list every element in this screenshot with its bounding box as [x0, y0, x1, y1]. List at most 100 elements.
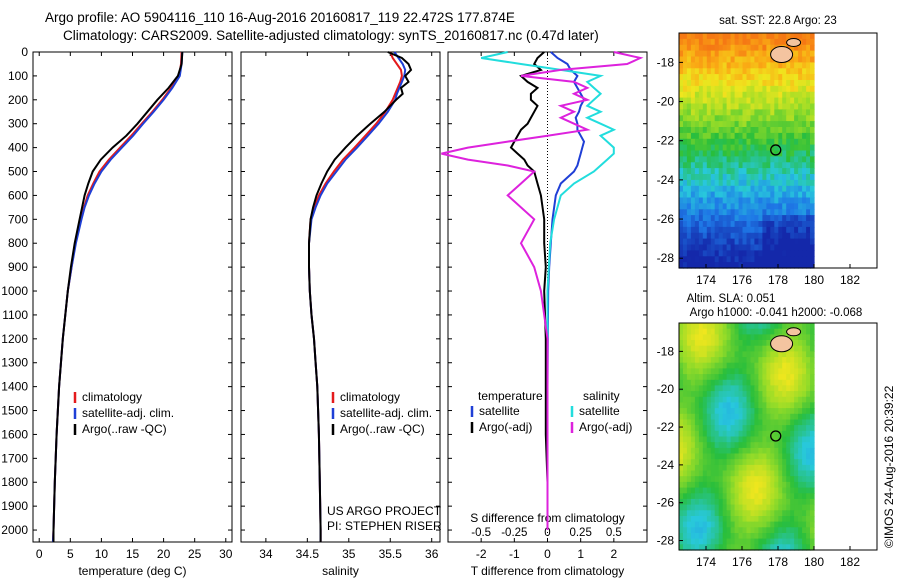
- map-cell: [766, 256, 771, 263]
- map-cell: [770, 459, 775, 466]
- map-cell: [679, 209, 684, 216]
- map-cell: [698, 538, 704, 545]
- map-cell: [762, 138, 767, 146]
- map-cell: [758, 256, 763, 263]
- map-cell: [758, 464, 763, 472]
- map-cell: [694, 368, 700, 375]
- map-cell: [802, 168, 807, 175]
- map-cell: [679, 185, 684, 193]
- map-cell: [730, 144, 736, 152]
- map-cell: [770, 109, 775, 116]
- map-cell: [770, 408, 775, 415]
- map-cell: [746, 504, 752, 511]
- map-cell: [754, 168, 759, 175]
- map-cell: [758, 544, 763, 551]
- map-cell: [742, 493, 748, 500]
- map-cell: [718, 221, 724, 228]
- map-cell: [810, 262, 815, 269]
- map-cell: [714, 38, 720, 46]
- map-cell: [683, 226, 688, 234]
- map-cell: [782, 226, 787, 234]
- map-cell: [714, 391, 720, 398]
- map-cell: [694, 538, 700, 545]
- map-cell: [726, 391, 732, 398]
- map-cell: [694, 97, 700, 105]
- map-cell: [810, 74, 815, 81]
- map-cell: [766, 470, 771, 477]
- map-cell: [710, 396, 716, 404]
- map-cell: [810, 179, 815, 187]
- map-cell: [758, 244, 763, 251]
- map-cell: [698, 419, 704, 426]
- map-cell: [718, 328, 724, 335]
- map-cell: [798, 498, 803, 506]
- map-cell: [679, 419, 684, 426]
- map-cell: [683, 447, 688, 455]
- map-cell: [698, 345, 704, 352]
- map-cell: [790, 215, 795, 222]
- map-cell: [694, 345, 700, 352]
- map-cell: [802, 262, 807, 269]
- map-cell: [754, 115, 759, 122]
- map-cell: [734, 44, 740, 52]
- map-cell: [746, 459, 752, 466]
- map-cell: [778, 516, 783, 523]
- map-cell: [702, 487, 708, 494]
- map-cell: [810, 238, 815, 246]
- map-cell: [754, 191, 759, 199]
- x-tick-label: 10: [95, 547, 109, 561]
- map-cell: [794, 516, 799, 523]
- map-cell: [762, 150, 767, 157]
- map-cell: [766, 510, 771, 517]
- map-cell: [758, 481, 763, 489]
- map-cell: [770, 244, 775, 251]
- map-cell: [754, 447, 759, 455]
- map-cell: [686, 209, 692, 216]
- map-cell: [686, 191, 692, 199]
- map-cell: [754, 357, 759, 364]
- map-cell: [802, 97, 807, 105]
- map-cell: [690, 379, 696, 387]
- map-cell: [742, 50, 748, 58]
- map-cell: [754, 156, 759, 163]
- map-cell: [718, 521, 724, 528]
- map-cell: [726, 68, 732, 75]
- map-cell: [778, 85, 783, 93]
- map-cell: [698, 487, 704, 494]
- map-cell: [734, 516, 740, 523]
- map-cell: [802, 221, 807, 228]
- map-cell: [802, 391, 807, 398]
- map-cell: [702, 85, 708, 93]
- map-cell: [754, 527, 759, 534]
- map-cell: [734, 538, 740, 545]
- map-cell: [690, 442, 696, 449]
- map-cell: [698, 144, 704, 152]
- map-cell: [774, 521, 779, 528]
- map-cell: [766, 379, 771, 387]
- map-cell: [690, 80, 696, 87]
- map-cell: [782, 174, 787, 181]
- map-cell: [690, 74, 696, 81]
- map-cell: [746, 38, 752, 46]
- map-cell: [750, 413, 756, 421]
- map-cell: [694, 385, 700, 392]
- map-cell: [742, 345, 748, 352]
- map-cell: [762, 447, 767, 455]
- map-cell: [714, 544, 720, 551]
- map-cell: [742, 132, 748, 140]
- map-cell: [802, 340, 807, 347]
- map-cell: [730, 481, 736, 489]
- map-cell: [714, 340, 720, 347]
- map-cell: [762, 487, 767, 494]
- map-x-tick-label: 176: [732, 555, 752, 569]
- map-cell: [778, 232, 783, 240]
- map-cell: [698, 436, 704, 443]
- map-cell: [810, 121, 815, 128]
- map-cell: [798, 447, 803, 455]
- map-cell: [738, 191, 744, 199]
- map-cell: [686, 510, 692, 517]
- map-cell: [786, 521, 791, 528]
- map-cell: [774, 33, 779, 40]
- map-cell: [694, 521, 700, 528]
- map-cell: [794, 425, 799, 432]
